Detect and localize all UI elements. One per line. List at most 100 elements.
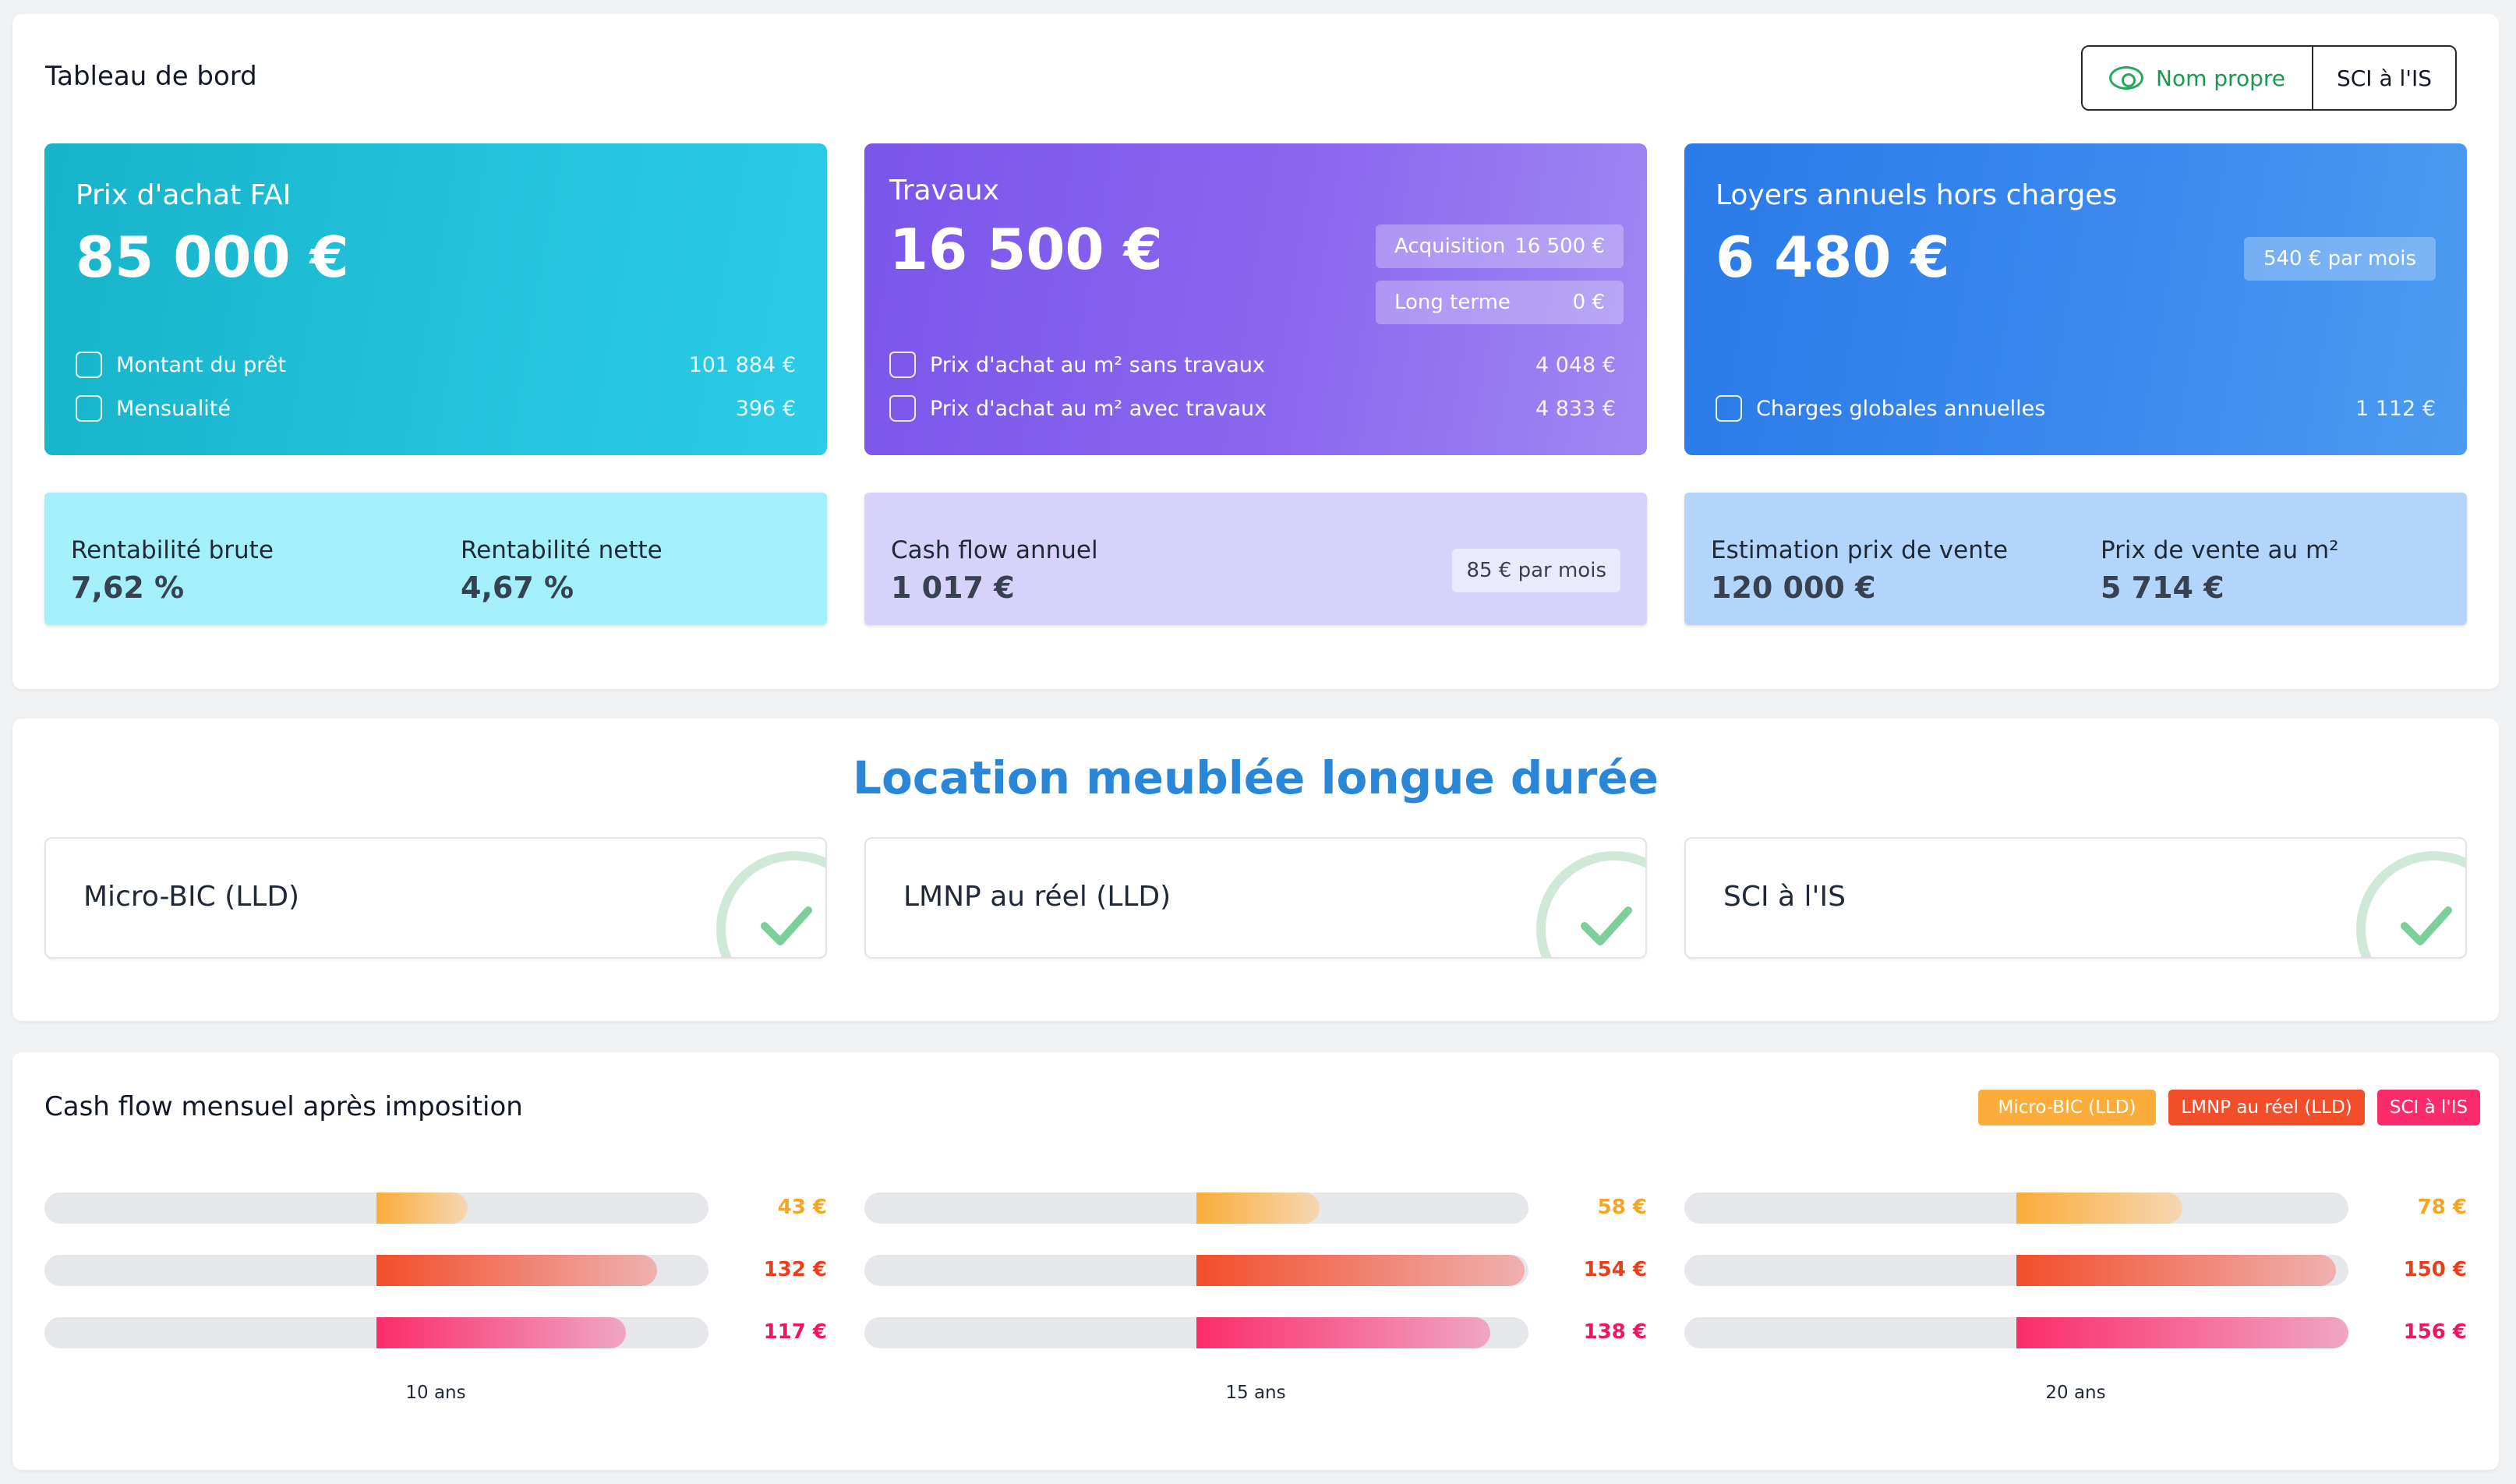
row-value: 4 833 € [1535, 396, 1616, 421]
bar-track [864, 1317, 1528, 1348]
bar-value-label: 78 € [2417, 1196, 2467, 1219]
bar-value-label: 138 € [1583, 1320, 1647, 1344]
eye-icon [2109, 66, 2144, 90]
cash-flow-label: Cash flow annuel [891, 536, 1098, 564]
bar-value-label: 156 € [2403, 1320, 2467, 1344]
card-label: Prix d'achat FAI [76, 179, 292, 211]
legend-spacer [2156, 1090, 2157, 1125]
regime-name: SCI à l'IS [1723, 881, 1846, 913]
bar-track [1684, 1317, 2348, 1348]
category-label: 20 ans [2045, 1383, 2106, 1403]
card-value: 16 500 € [889, 217, 1163, 282]
check-icon [761, 906, 812, 945]
bar-lmnp-2 [1196, 1255, 1525, 1286]
toggle-sci-is-label: SCI à l'IS [2336, 65, 2433, 91]
pill-label: Acquisition [1394, 235, 1506, 258]
card-vente: Estimation prix de vente 120 000 € Prix … [1684, 493, 2467, 625]
legend-lmnp: LMNP au réel (LLD) [2168, 1090, 2365, 1125]
legend-sci: SCI à l'IS [2377, 1090, 2480, 1125]
estimation-label: Estimation prix de vente [1711, 536, 2009, 564]
row-value: 4 048 € [1535, 352, 1616, 377]
bar-value-label: 58 € [1597, 1196, 1647, 1219]
row-label: Prix d'achat au m² sans travaux [930, 352, 1265, 377]
category-label: 15 ans [1225, 1383, 1286, 1403]
bar-sci-1 [376, 1317, 626, 1348]
cash-flow-panel: Cash flow mensuel après imposition Micro… [12, 1052, 2499, 1470]
bar-value-label: 154 € [1583, 1258, 1647, 1281]
regimes-panel: Location meublée longue durée Micro-BIC … [12, 719, 2499, 1021]
rentabilite-brute-value: 7,62 % [71, 571, 185, 605]
bar-track [44, 1317, 709, 1348]
regime-lmnp-reel[interactable]: LMNP au réel (LLD) [864, 837, 1647, 959]
row-label: Charges globales annuelles [1756, 396, 2046, 421]
row-label: Mensualité [116, 396, 231, 421]
home-icon [889, 395, 916, 422]
pill-acquisition: Acquisition 16 500 € [1376, 224, 1624, 268]
bar-track [864, 1192, 1528, 1224]
bar-lmnp-1 [376, 1255, 658, 1286]
rentabilite-nette-label: Rentabilité nette [461, 536, 663, 564]
toggle-nom-propre[interactable]: Nom propre [2083, 47, 2313, 109]
cash-flow-par-mois: 85 € par mois [1452, 549, 1620, 592]
home-icon [889, 352, 916, 378]
row-montant-pret: Montant du prêt 101 884 € [76, 349, 796, 380]
toggle-nom-propre-label: Nom propre [2156, 65, 2285, 91]
category-label: 10 ans [405, 1383, 466, 1403]
pill-label: Long terme [1394, 291, 1511, 314]
loan-icon [76, 352, 102, 378]
row-label: Prix d'achat au m² avec travaux [930, 396, 1267, 421]
row-value: 101 884 € [688, 352, 796, 377]
bar-value-label: 132 € [763, 1258, 827, 1281]
row-mensualite: Mensualité 396 € [76, 393, 796, 424]
legend-micro-bic: Micro-BIC (LLD) [1978, 1090, 2156, 1125]
bar-micro-bic-2 [1196, 1192, 1320, 1224]
dashboard-panel: Tableau de bord Nom propre SCI à l'IS Pr… [12, 14, 2499, 689]
bar-lmnp-3 [2016, 1255, 2336, 1286]
regime-micro-bic[interactable]: Micro-BIC (LLD) [44, 837, 827, 959]
card-value: 6 480 € [1716, 224, 1950, 290]
card-prix-achat: Prix d'achat FAI 85 000 € Montant du prê… [44, 143, 827, 455]
bar-micro-bic-3 [2016, 1192, 2182, 1224]
bar-sci-3 [2016, 1317, 2348, 1348]
row-value: 396 € [735, 396, 796, 421]
page-title: Tableau de bord [45, 61, 257, 92]
bar-sci-2 [1196, 1317, 1490, 1348]
pill-value: 0 € [1572, 291, 1605, 314]
card-rentabilite: Rentabilité brute 7,62 % Rentabilité net… [44, 493, 827, 625]
pill-long-terme: Long terme 0 € [1376, 281, 1624, 324]
check-icon [1581, 906, 1632, 945]
regime-name: Micro-BIC (LLD) [83, 881, 300, 913]
bar-track [44, 1192, 709, 1224]
card-loyers: Loyers annuels hors charges 6 480 € 540 … [1684, 143, 2467, 455]
card-travaux: Travaux 16 500 € Acquisition 16 500 € Lo… [864, 143, 1647, 455]
toggle-sci-is[interactable]: SCI à l'IS [2313, 47, 2455, 109]
mode-toggle: Nom propre SCI à l'IS [2081, 45, 2457, 111]
pill-par-mois: 540 € par mois [2244, 237, 2436, 281]
row-prix-m2-sans-travaux: Prix d'achat au m² sans travaux 4 048 € [889, 349, 1616, 380]
bar-value-label: 43 € [777, 1196, 827, 1219]
bar-track [864, 1255, 1528, 1286]
bar-value-label: 150 € [2403, 1258, 2467, 1281]
regime-name: LMNP au réel (LLD) [903, 881, 1171, 913]
chart-title: Cash flow mensuel après imposition [44, 1091, 523, 1122]
calendar-icon [76, 395, 102, 422]
rentabilite-brute-label: Rentabilité brute [71, 536, 274, 564]
legend-spacer [2365, 1090, 2366, 1125]
row-prix-m2-avec-travaux: Prix d'achat au m² avec travaux 4 833 € [889, 393, 1616, 424]
regime-sci-is[interactable]: SCI à l'IS [1684, 837, 2467, 959]
row-value: 1 112 € [2355, 396, 2436, 421]
rentabilite-nette-value: 4,67 % [461, 571, 574, 605]
row-label: Montant du prêt [116, 352, 287, 377]
bar-value-label: 117 € [763, 1320, 827, 1344]
card-cash-flow-annuel: Cash flow annuel 1 017 € 85 € par mois [864, 493, 1647, 625]
estimation-value: 120 000 € [1711, 571, 1876, 605]
card-label: Travaux [889, 175, 1000, 207]
bar-track [1684, 1255, 2348, 1286]
bar-track [1684, 1192, 2348, 1224]
prix-m2-value: 5 714 € [2101, 571, 2224, 605]
cash-flow-value: 1 017 € [891, 571, 1015, 605]
prix-m2-label: Prix de vente au m² [2101, 536, 2339, 564]
bar-micro-bic-1 [376, 1192, 468, 1224]
row-charges-globales: Charges globales annuelles 1 112 € [1716, 393, 2436, 424]
invoice-icon [1716, 395, 1742, 422]
